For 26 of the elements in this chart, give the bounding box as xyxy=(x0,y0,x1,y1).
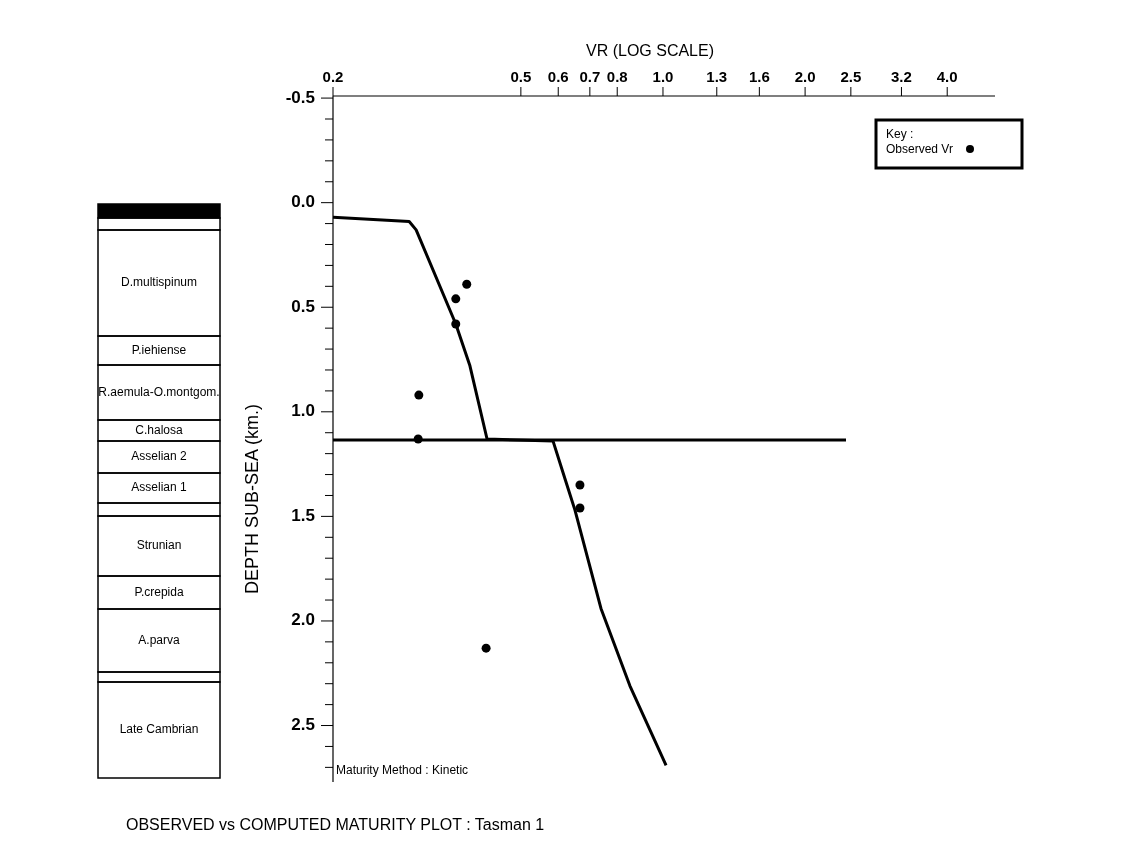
y-tick-label: 0.0 xyxy=(291,192,315,212)
x-tick-label: 0.7 xyxy=(579,68,601,85)
stratigraphic-column: D.multispinum P.iehiense R.aemula-O.montgom. C.halosa Asselian 2 Asselian 1 Strunian P.crepida A.parva Late Cambrian xyxy=(97,203,221,779)
x-tick-label: 1.3 xyxy=(706,68,728,85)
legend-label: Observed Vr xyxy=(886,142,953,156)
x-axis-title: VR (LOG SCALE) xyxy=(585,42,715,59)
y-tick-label: 0.5 xyxy=(291,296,315,316)
x-tick-label: 3.2 xyxy=(891,68,912,85)
legend-title: Key : xyxy=(886,127,914,141)
y-tick-label: 2.5 xyxy=(291,715,315,735)
x-tick-label: 1.6 xyxy=(748,68,770,85)
x-tick-label: 0.8 xyxy=(606,68,628,85)
x-tick-label: 1.0 xyxy=(652,68,674,85)
y-axis-title: DEPTH SUB-SEA (km.) xyxy=(242,403,262,595)
x-tick-label: 0.6 xyxy=(547,68,569,85)
x-tick-label: 4.0 xyxy=(936,68,958,85)
text: OBSERVED vs COMPUTED MATURITY PLOT : Tasman 1 xyxy=(126,816,545,833)
y-tick-label: -0.5 xyxy=(285,87,315,107)
y-tick-label: 2.0 xyxy=(291,610,315,630)
x-tick-label: 2.5 xyxy=(840,68,862,85)
x-tick-label: 0.2 xyxy=(322,68,344,85)
x-tick-label: 0.5 xyxy=(510,68,532,85)
x-tick-label: 2.0 xyxy=(794,68,816,85)
annotation: Maturity Method : Kinetic xyxy=(336,763,469,777)
y-tick-label: 1.0 xyxy=(291,401,315,421)
y-tick-label: 1.5 xyxy=(291,505,315,525)
